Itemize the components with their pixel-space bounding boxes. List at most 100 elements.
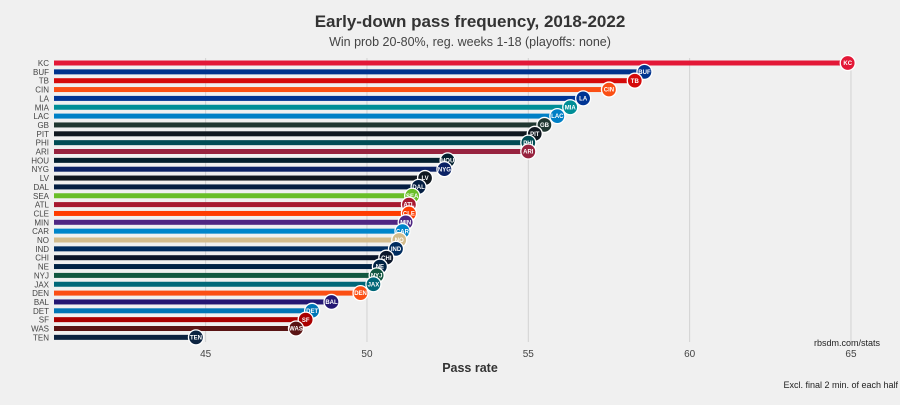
svg-text:HOU: HOU bbox=[441, 158, 454, 164]
svg-text:SEA: SEA bbox=[406, 194, 419, 200]
bar-ne bbox=[54, 264, 380, 270]
svg-text:MIN: MIN bbox=[400, 220, 411, 226]
team-logo-den: DEN bbox=[352, 284, 369, 302]
team-label-kc: KC bbox=[38, 59, 49, 68]
credit-text: rbsdm.com/stats bbox=[814, 338, 881, 348]
team-logo-cin: CIN bbox=[600, 81, 618, 98]
bar-pit bbox=[54, 131, 535, 137]
team-label-ne: NE bbox=[38, 263, 49, 272]
bar-buf bbox=[54, 69, 645, 75]
team-logo-ari: ARI bbox=[520, 143, 537, 160]
svg-text:LA: LA bbox=[579, 97, 588, 103]
team-label-sea: SEA bbox=[33, 192, 50, 201]
svg-text:TEN: TEN bbox=[190, 335, 202, 341]
bars bbox=[54, 60, 848, 340]
team-label-cin: CIN bbox=[35, 86, 49, 95]
svg-text:LV: LV bbox=[421, 176, 428, 182]
svg-text:BAL: BAL bbox=[325, 300, 338, 306]
svg-text:MIA: MIA bbox=[565, 105, 577, 111]
svg-text:NYJ: NYJ bbox=[371, 274, 383, 280]
bar-tb bbox=[54, 78, 635, 84]
svg-text:CLE: CLE bbox=[403, 212, 415, 218]
team-label-ari: ARI bbox=[36, 148, 49, 157]
svg-text:CAR: CAR bbox=[396, 229, 410, 235]
team-label-gb: GB bbox=[37, 121, 49, 130]
team-logo-kc: KC bbox=[839, 54, 856, 72]
x-tick-label: 45 bbox=[200, 349, 212, 360]
bar-bal bbox=[54, 299, 332, 305]
bar-cin bbox=[54, 87, 609, 93]
svg-text:CHI: CHI bbox=[381, 256, 392, 262]
chart-title: Early-down pass frequency, 2018-2022 bbox=[315, 12, 626, 31]
team-label-no: NO bbox=[37, 236, 49, 245]
svg-text:NO: NO bbox=[395, 238, 404, 244]
svg-text:DAL: DAL bbox=[412, 185, 425, 191]
team-label-pit: PIT bbox=[37, 130, 50, 139]
bar-lac bbox=[54, 113, 558, 119]
team-label-tb: TB bbox=[39, 77, 49, 86]
x-axis-ticks: 45 50 55 60 65 bbox=[200, 349, 857, 360]
bar-dal bbox=[54, 184, 419, 190]
team-label-dal: DAL bbox=[33, 183, 49, 192]
bar-gb bbox=[54, 122, 545, 128]
team-label-sf: SF bbox=[39, 316, 49, 325]
team-label-ten: TEN bbox=[33, 333, 49, 342]
svg-text:JAX: JAX bbox=[368, 282, 380, 288]
bar-jax bbox=[54, 281, 374, 287]
x-tick-label: 60 bbox=[684, 349, 696, 360]
team-label-was: WAS bbox=[31, 325, 49, 334]
bar-mia bbox=[54, 104, 571, 110]
svg-text:GB: GB bbox=[540, 123, 550, 129]
bar-cle bbox=[54, 210, 409, 216]
team-label-la: LA bbox=[39, 94, 49, 103]
team-label-bal: BAL bbox=[34, 298, 50, 307]
team-label-nyg: NYG bbox=[32, 165, 49, 174]
bar-chi bbox=[54, 255, 387, 261]
svg-text:TB: TB bbox=[631, 79, 640, 85]
svg-text:WAS: WAS bbox=[289, 327, 303, 333]
team-logo-bal: BAL bbox=[323, 293, 340, 311]
team-label-phi: PHI bbox=[36, 139, 49, 148]
bar-sea bbox=[54, 193, 413, 199]
svg-text:CIN: CIN bbox=[604, 88, 614, 94]
bar-no bbox=[54, 237, 400, 243]
footnote-text: Excl. final 2 min. of each half bbox=[783, 380, 898, 390]
bar-was bbox=[54, 326, 296, 331]
team-label-det: DET bbox=[33, 307, 49, 316]
bar-lv bbox=[54, 175, 426, 181]
team-logo-lac: LAC bbox=[549, 107, 566, 125]
bar-la bbox=[54, 95, 584, 101]
svg-text:IND: IND bbox=[391, 247, 402, 253]
team-label-lac: LAC bbox=[33, 112, 49, 121]
bar-min bbox=[54, 219, 406, 225]
svg-text:SF: SF bbox=[302, 318, 310, 324]
bar-hou bbox=[54, 157, 448, 163]
team-label-ind: IND bbox=[35, 245, 49, 254]
team-logo-was: WAS bbox=[287, 320, 305, 337]
team-label-car: CAR bbox=[32, 227, 49, 236]
team-logo-ten: TEN bbox=[187, 329, 205, 346]
team-logo-la: LA bbox=[575, 90, 592, 107]
team-label-lv: LV bbox=[40, 174, 50, 183]
bar-det bbox=[54, 308, 313, 314]
svg-text:NE: NE bbox=[376, 265, 384, 271]
team-logo-nyg: NYG bbox=[436, 161, 453, 178]
team-labels: KCBUFTBCINLAMIALACGBPITPHIARIHOUNYGLVDAL… bbox=[31, 59, 50, 342]
svg-text:ARI: ARI bbox=[523, 150, 534, 156]
x-tick-label: 55 bbox=[523, 349, 535, 360]
svg-text:BUF: BUF bbox=[638, 70, 651, 76]
bar-kc bbox=[54, 60, 848, 66]
team-label-min: MIN bbox=[34, 218, 49, 227]
team-label-buf: BUF bbox=[33, 68, 49, 77]
bar-den bbox=[54, 290, 361, 296]
bar-phi bbox=[54, 140, 529, 146]
bar-nyg bbox=[54, 166, 445, 172]
chart-subtitle: Win prob 20-80%, reg. weeks 1-18 (playof… bbox=[329, 35, 611, 49]
bar-sf bbox=[54, 317, 306, 323]
team-label-nyj: NYJ bbox=[34, 271, 49, 280]
team-label-cle: CLE bbox=[33, 209, 49, 218]
team-label-jax: JAX bbox=[34, 280, 49, 289]
team-label-hou: HOU bbox=[31, 156, 49, 165]
team-logo-jax: JAX bbox=[365, 276, 382, 293]
